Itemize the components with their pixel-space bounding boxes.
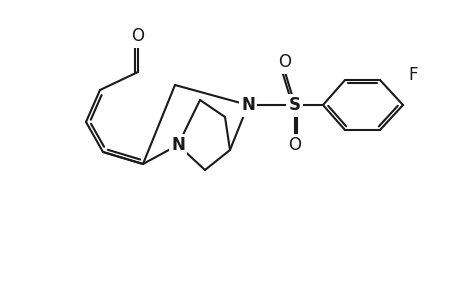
Text: N: N bbox=[171, 136, 185, 154]
Text: O: O bbox=[278, 53, 291, 71]
Text: F: F bbox=[408, 66, 417, 84]
Text: S: S bbox=[288, 96, 300, 114]
Text: O: O bbox=[131, 27, 144, 45]
Text: O: O bbox=[288, 136, 301, 154]
Text: N: N bbox=[241, 96, 254, 114]
